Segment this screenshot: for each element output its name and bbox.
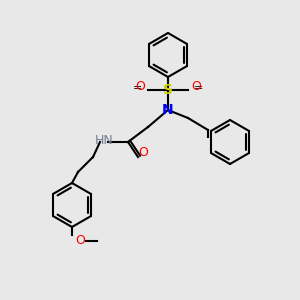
Text: =: = xyxy=(133,83,142,93)
Text: S: S xyxy=(163,83,173,97)
Text: HN: HN xyxy=(94,134,113,146)
Text: N: N xyxy=(162,103,174,117)
Text: O: O xyxy=(75,235,85,248)
Text: O: O xyxy=(138,146,148,158)
Text: O: O xyxy=(191,80,201,94)
Text: =: = xyxy=(194,83,203,93)
Text: O: O xyxy=(135,80,145,94)
